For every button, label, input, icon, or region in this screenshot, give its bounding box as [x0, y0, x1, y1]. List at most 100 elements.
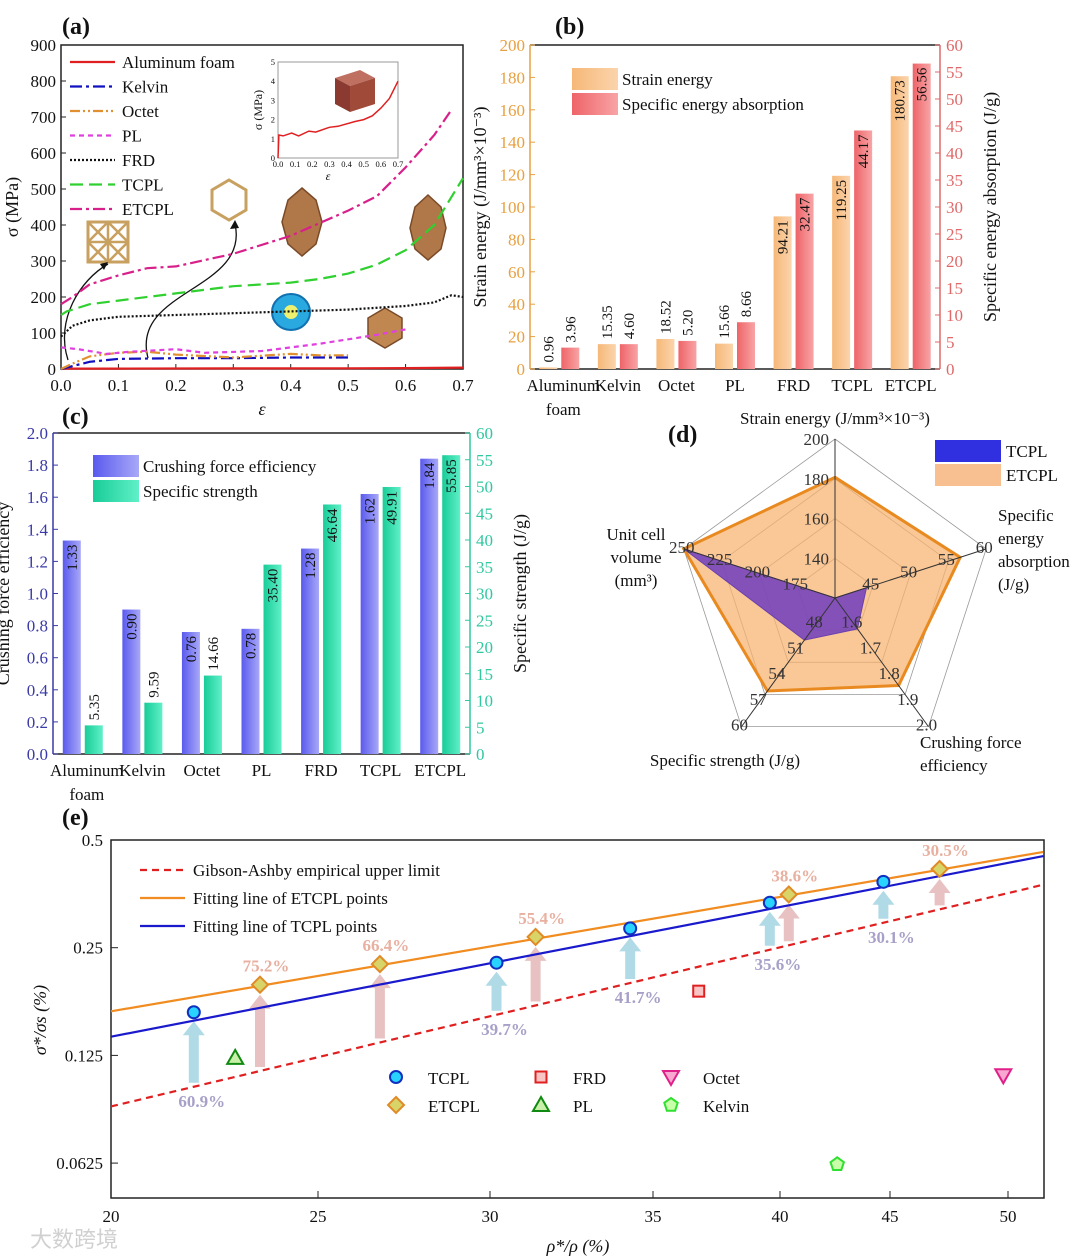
left-tick-label: 1.4 — [27, 520, 49, 539]
bar-value-label: 55.85 — [444, 459, 460, 493]
point-tcpl — [762, 895, 777, 910]
series-line-kelvin — [60, 356, 349, 371]
bar-specific-strength — [382, 486, 401, 754]
left-tick-label: 120 — [500, 166, 526, 185]
radar-axis — [834, 597, 929, 727]
right-tick-label: 20 — [946, 252, 963, 271]
radar-tick-label: 57 — [750, 690, 768, 709]
radar-axis-title: Crushing force efficiency — [920, 733, 1022, 775]
bar-value-label: 0.78 — [244, 633, 260, 659]
bar-crushing-force-efficiency — [420, 458, 439, 754]
legend-label: TCPL — [1006, 442, 1048, 461]
improvement-arrow — [619, 937, 642, 979]
legend-label: Specific strength — [143, 482, 258, 501]
x-tick-label: 20 — [103, 1207, 120, 1226]
y-tick-label: 500 — [31, 180, 57, 199]
bar-value-label: 18.52 — [658, 300, 674, 334]
legend-label: ETCPL — [428, 1097, 480, 1116]
category-label-line: FRD — [305, 761, 338, 780]
radar-tick-label: 140 — [804, 549, 830, 568]
legend-label: Strain energy — [622, 70, 713, 89]
right-tick-label: 10 — [476, 692, 493, 711]
bar-value-label: 0.90 — [124, 614, 140, 640]
bar-specific-energy-absorption — [795, 193, 814, 369]
improvement-arrow — [758, 911, 781, 946]
radar-tick-label: 60 — [976, 538, 993, 557]
right-tick-label: 10 — [946, 306, 963, 325]
right-tick-label: 55 — [946, 63, 963, 82]
bar-crushing-force-efficiency — [360, 493, 379, 754]
category-label: TCPL — [831, 376, 873, 395]
radar-tick-label: 1.7 — [860, 638, 882, 657]
radar-tick-label: 50 — [900, 562, 917, 581]
y-tick-label: 200 — [31, 288, 57, 307]
radar-tick-label: 200 — [804, 430, 830, 449]
category-label: PL — [252, 761, 272, 780]
category-label: Kelvin — [595, 376, 642, 395]
category-label: ETCPL — [414, 761, 466, 780]
right-tick-label: 35 — [476, 558, 493, 577]
right-tick-label: 50 — [946, 90, 963, 109]
legend-marker-octet — [661, 1070, 681, 1088]
inset-x-tick-label: 0.3 — [324, 159, 335, 169]
category-label-line: TCPL — [360, 761, 402, 780]
inset-x-title: ε — [326, 169, 331, 183]
left-axis-title: Strain energy (J/mm³×10⁻³) — [470, 106, 491, 307]
x-tick-label: 45 — [882, 1207, 899, 1226]
x-tick-label: 0.6 — [395, 376, 416, 395]
legend-marker-frd — [534, 1070, 548, 1084]
legend-label: Fitting line of ETCPL points — [193, 889, 388, 908]
series-line-etcpl — [60, 109, 453, 306]
improvement-arrow — [928, 879, 951, 906]
bar-crushing-force-efficiency — [241, 628, 260, 754]
right-axis-title: Specific energy absorption (J/g) — [980, 92, 1001, 322]
radar-axis-title-line: (mm³) — [615, 571, 658, 590]
category-label: Aluminum foam — [526, 376, 600, 419]
arrowhead — [230, 220, 239, 229]
legend-swatch — [572, 93, 618, 115]
left-tick-label: 0.0 — [27, 745, 48, 764]
series-line-aluminum-foam — [60, 366, 464, 371]
radar-tick-label: 250 — [669, 538, 695, 557]
category-label-line: foam — [546, 400, 581, 419]
radar-grid-ring — [683, 438, 987, 727]
radar-axis-title-line: absorption — [998, 552, 1070, 571]
right-tick-label: 20 — [476, 638, 493, 657]
point-tcpl — [623, 921, 638, 936]
improvement-arrow — [777, 904, 800, 942]
radar-axis-title-line: volume — [611, 548, 662, 567]
left-tick-label: 0.4 — [27, 681, 49, 700]
category-label-line: foam — [69, 785, 104, 804]
bar-value-label: 35.40 — [266, 569, 282, 603]
bar-specific-strength — [442, 455, 461, 754]
category-label-line: ETCPL — [414, 761, 466, 780]
legend-label: Specific energy absorption — [622, 95, 804, 114]
legend-label: TCPL — [428, 1069, 470, 1088]
legend-label: Fitting line of TCPL points — [193, 917, 377, 936]
bar-value-label: 32.47 — [798, 197, 814, 231]
panel-label-d: (d) — [668, 422, 697, 448]
panel-d-radar: 140160180200455055601.61.71.81.92.048515… — [606, 409, 1070, 775]
left-tick-label: 100 — [500, 198, 526, 217]
category-label-line: ETCPL — [885, 376, 937, 395]
right-tick-label: 35 — [946, 171, 963, 190]
series-line-pl — [60, 328, 406, 356]
category-label: FRD — [305, 761, 338, 780]
bar-specific-energy-absorption — [737, 322, 755, 369]
right-tick-label: 30 — [476, 585, 493, 604]
point-etcpl — [779, 885, 799, 904]
legend-marker-etcpl — [386, 1095, 406, 1115]
bar-value-label: 46.64 — [325, 508, 341, 542]
y-tick-label: 800 — [31, 72, 57, 91]
legend-label: Gibson-Ashby empirical upper limit — [193, 861, 440, 880]
improvement-label-etcpl: 38.6% — [771, 867, 818, 886]
bar-value-label: 1.84 — [422, 462, 438, 489]
legend-swatch — [93, 480, 139, 502]
radar-axis — [683, 548, 836, 599]
right-tick-label: 60 — [476, 424, 493, 443]
radar-area-etcpl — [681, 475, 963, 693]
x-axis-title: ε — [258, 399, 266, 419]
bar-value-label: 1.62 — [363, 498, 379, 524]
right-tick-label: 30 — [946, 198, 963, 217]
